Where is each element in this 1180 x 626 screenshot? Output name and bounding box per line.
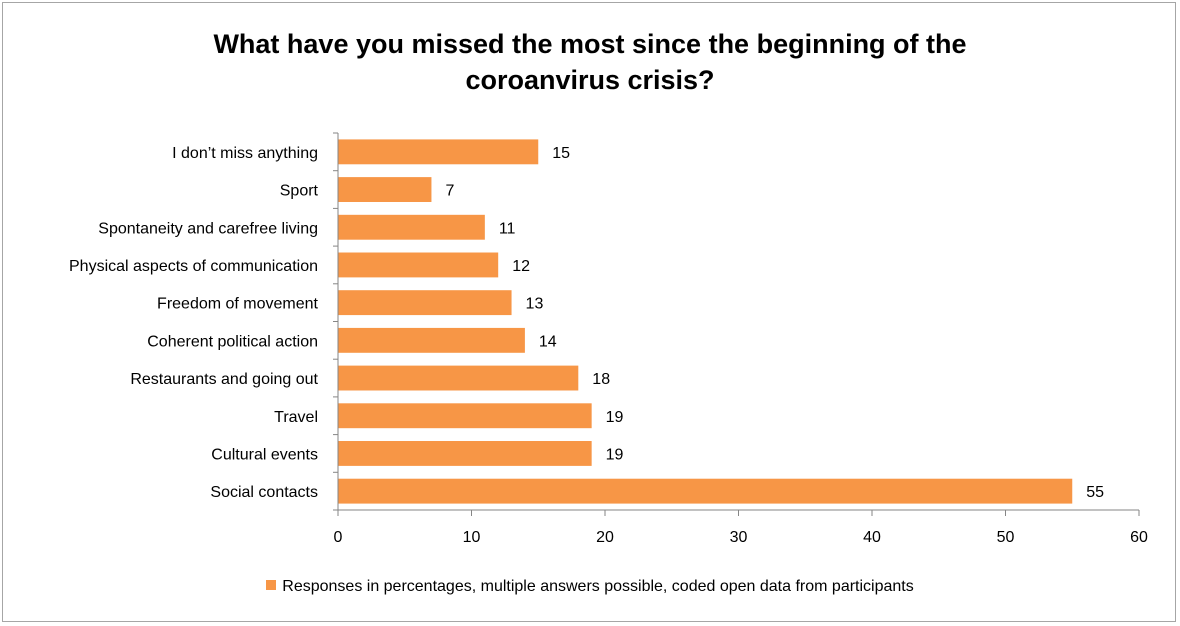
x-tick-label: 20 [596,529,614,546]
x-tick-label: 10 [463,529,481,546]
x-tick-label: 60 [1130,529,1148,546]
category-label: Social contacts [210,484,318,501]
data-label: 11 [499,220,516,237]
category-label: Coherent political action [147,333,318,350]
category-label: Cultural events [211,446,318,463]
category-label: Spontaneity and carefree living [98,220,318,237]
bar [338,177,432,202]
category-label: Travel [274,409,318,426]
bar [338,403,592,429]
legend-label: Responses in percentages, multiple answe… [282,578,914,595]
bar [338,478,1073,504]
bar [338,139,539,165]
data-label: 19 [606,409,624,426]
chart-title: What have you missed the most since the … [0,26,1180,98]
data-label: 15 [552,145,570,162]
x-tick-label: 50 [997,529,1015,546]
bar [338,441,592,466]
data-label: 55 [1086,484,1104,501]
bar [338,252,499,278]
data-label: 13 [526,296,544,313]
legend-swatch [266,580,277,590]
category-label: Physical aspects of communication [69,258,318,275]
x-tick-label: 40 [863,529,881,546]
category-label: Sport [280,183,319,200]
category-label: I don’t miss anything [172,145,318,162]
data-label: 19 [606,446,624,463]
data-label: 12 [512,258,530,275]
category-label: Restaurants and going out [130,371,318,388]
bar [338,290,512,316]
category-label: Freedom of movement [157,296,319,313]
x-tick-label: 0 [334,529,343,546]
bar [338,214,485,240]
data-label: 14 [539,333,557,350]
data-label: 7 [445,183,454,200]
data-label: 18 [592,371,610,388]
chart-title-line-2: coroanvirus crisis? [465,65,715,95]
chart-title-line-1: What have you missed the most since the … [213,29,967,59]
bar [338,327,525,353]
x-tick-label: 30 [730,529,748,546]
bar [338,365,579,391]
legend: Responses in percentages, multiple answe… [0,578,1180,596]
